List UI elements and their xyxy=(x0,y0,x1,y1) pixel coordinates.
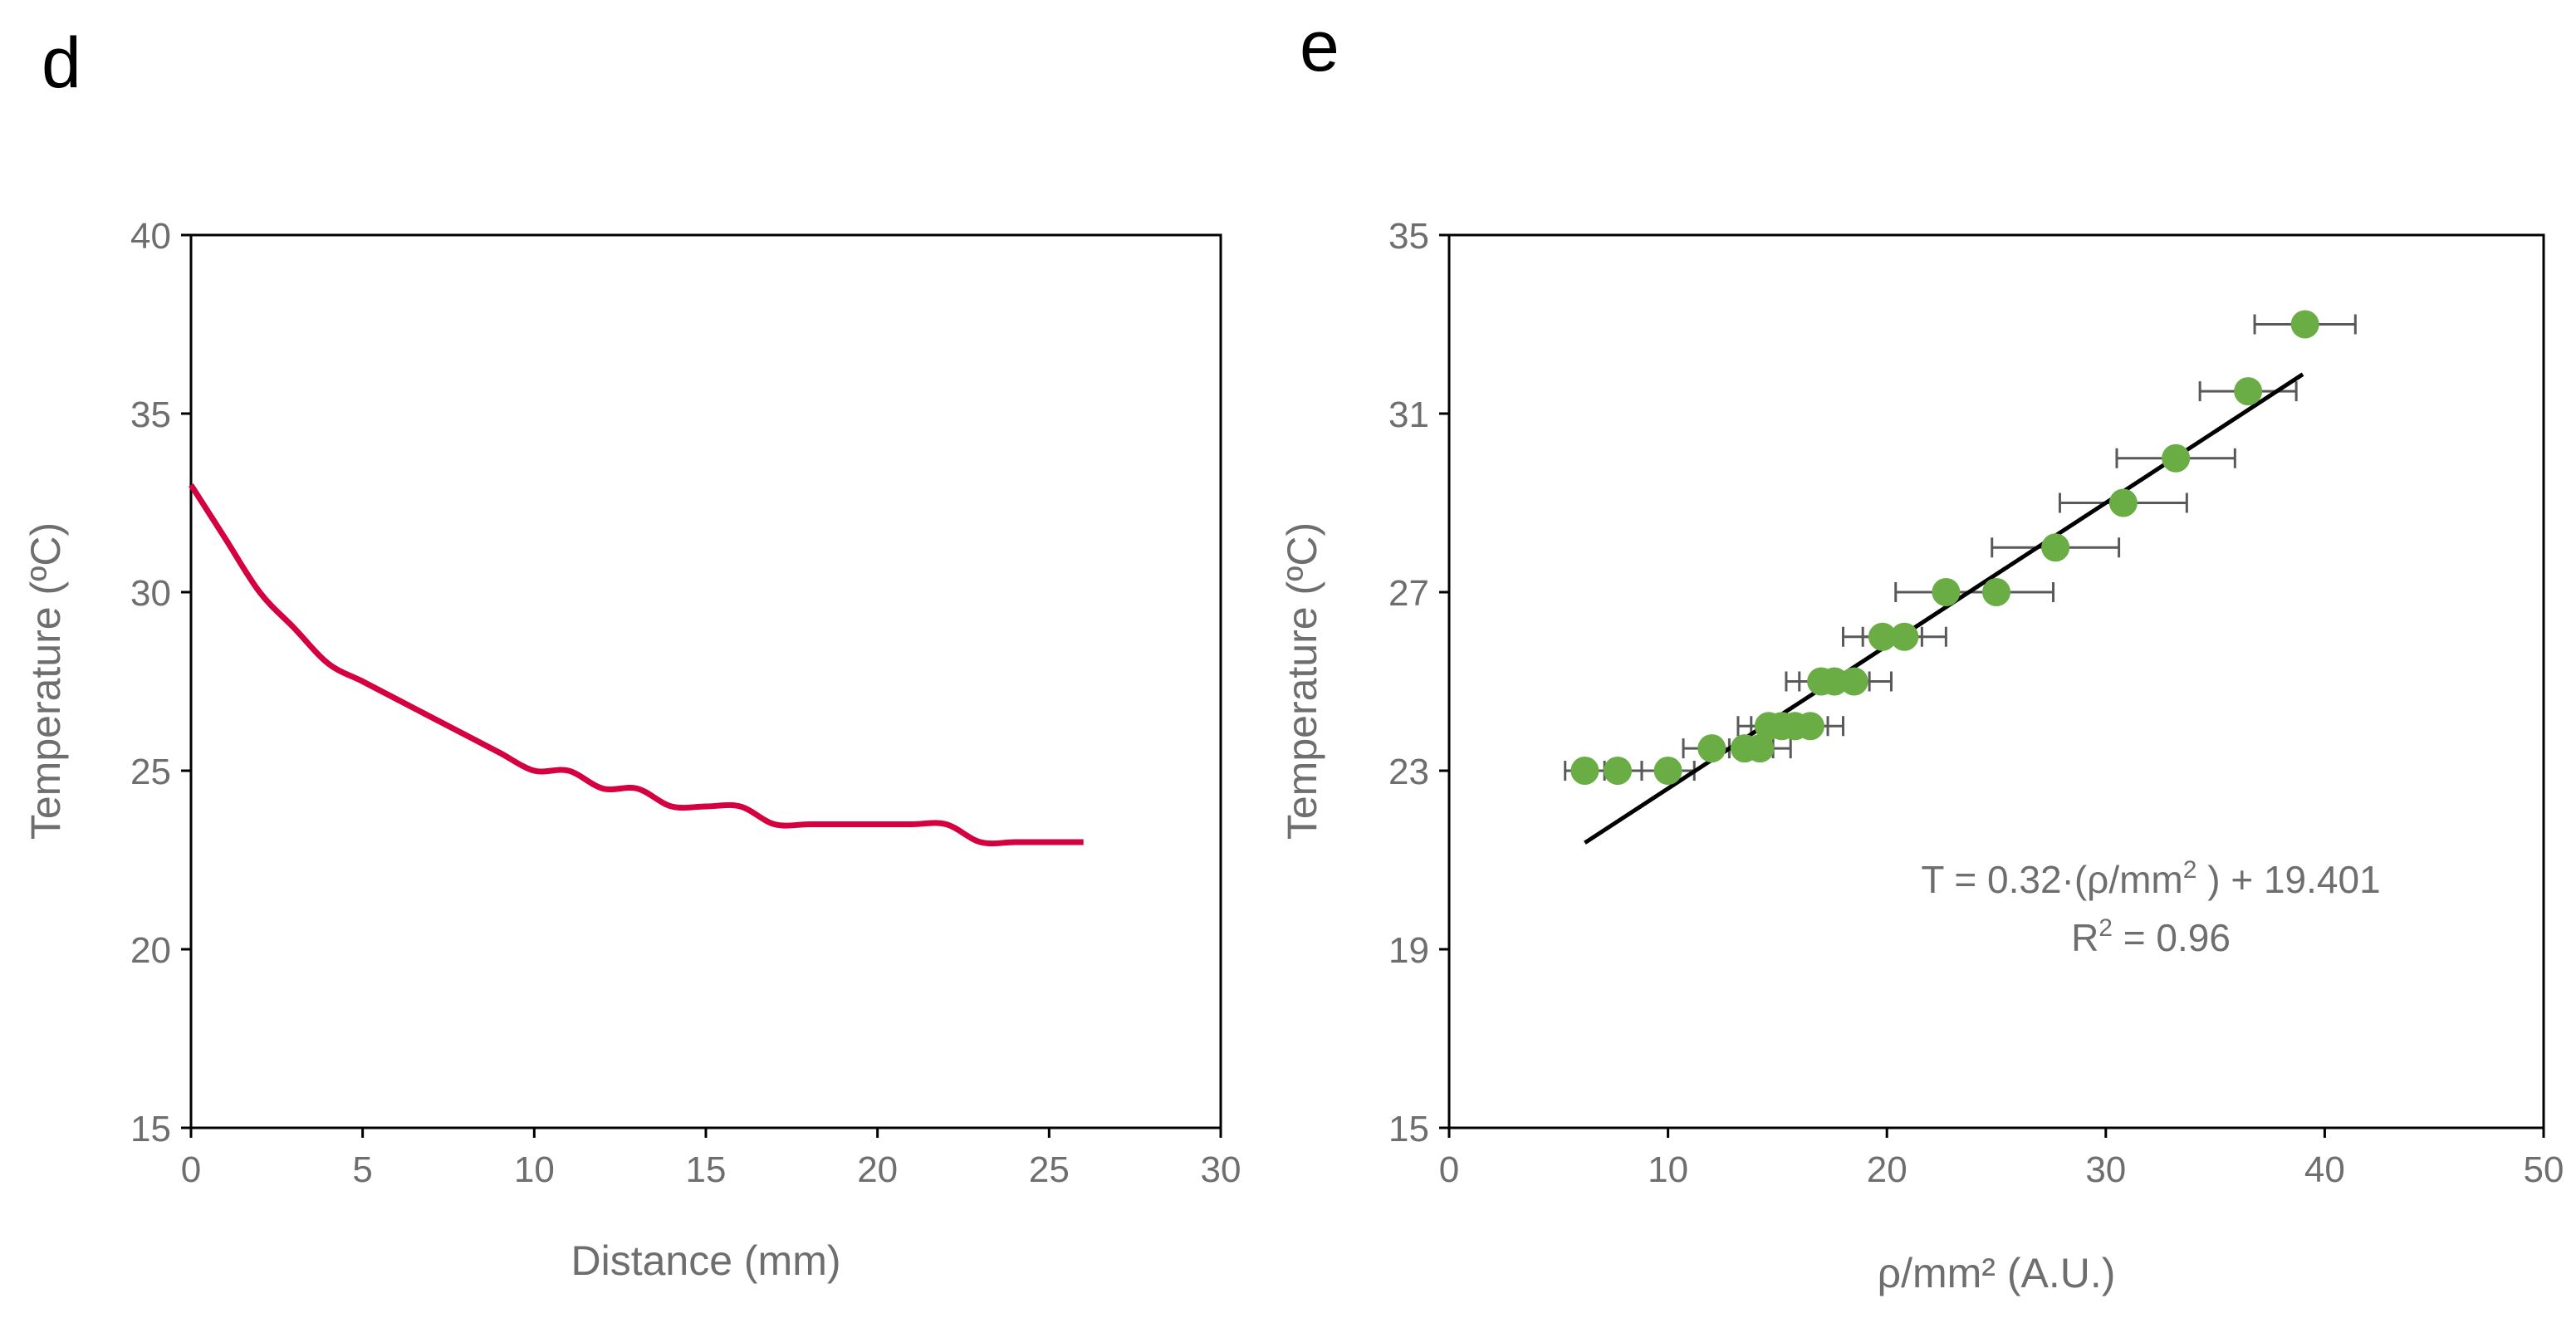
scatter-point xyxy=(1570,757,1599,785)
fit-equation: T = 0.32·(ρ/mm2 ) + 19.401 xyxy=(1921,856,2380,901)
e-y-tick-label: 19 xyxy=(1388,930,1429,971)
scatter-point xyxy=(2234,377,2263,406)
data-marks-e xyxy=(1564,310,2357,845)
e-y-tick-label: 31 xyxy=(1388,394,1429,435)
e-y-tick-label: 27 xyxy=(1388,573,1429,614)
scatter-point xyxy=(1746,734,1775,763)
r-squared-r: R xyxy=(2071,916,2099,959)
scatter-point xyxy=(1795,712,1824,741)
r-squared-label: R2 = 0.96 xyxy=(2071,914,2231,959)
scatter-point xyxy=(1890,622,1919,651)
scatter-point xyxy=(1982,578,2010,606)
fit-equation-superscript: 2 xyxy=(2183,856,2197,884)
d-x-tick-label: 10 xyxy=(514,1149,555,1190)
fit-equation-part-1: T = 0.32·(ρ/mm xyxy=(1921,858,2182,901)
panel-letter-e: e xyxy=(1300,7,1339,86)
d-x-tick-label: 20 xyxy=(857,1149,898,1190)
scatter-point xyxy=(1819,667,1849,696)
scatter-point xyxy=(2162,443,2191,473)
d-x-tick-label: 0 xyxy=(181,1149,201,1190)
tick-labels-d: 0 5 10 15 20 25 30 15 20 25 30 35 40 xyxy=(130,216,1241,1190)
d-y-tick-label: 40 xyxy=(130,216,171,257)
scatter-point xyxy=(1932,578,1961,606)
scatter-point xyxy=(1653,757,1682,785)
e-y-tick-label: 15 xyxy=(1388,1109,1429,1149)
d-x-tick-label: 25 xyxy=(1029,1149,1070,1190)
d-x-tick-label: 30 xyxy=(1201,1149,1241,1190)
scatter-point xyxy=(1603,757,1632,785)
scatter-point xyxy=(2290,310,2319,339)
r-squared-superscript: 2 xyxy=(2099,914,2113,942)
data-marks-d xyxy=(189,483,1084,847)
fit-equation-part-2: ) + 19.401 xyxy=(2196,858,2380,901)
d-y-tick-label: 25 xyxy=(130,752,171,792)
e-x-tick-label: 20 xyxy=(1867,1149,1908,1190)
x-axis-title-e: ρ/mm² (A.U.) xyxy=(1878,1250,2116,1296)
d-x-tick-label: 15 xyxy=(686,1149,727,1190)
d-y-tick-label: 35 xyxy=(130,394,171,435)
scatter-point xyxy=(1868,622,1897,651)
scatter-point xyxy=(2108,488,2138,517)
e-x-tick-label: 50 xyxy=(2524,1149,2564,1190)
d-y-tick-label: 20 xyxy=(130,930,171,971)
e-x-tick-label: 40 xyxy=(2304,1149,2345,1190)
chart-panel-d: 0 5 10 15 20 25 30 15 20 25 30 35 40 Distance (mm) T… xyxy=(22,216,1241,1284)
r-squared-value: = 0.96 xyxy=(2113,916,2231,959)
d-y-tick-label: 30 xyxy=(130,573,171,614)
x-axis-title-d: Distance (mm) xyxy=(571,1237,840,1284)
scatter-point xyxy=(2041,533,2070,562)
plot-frame-e xyxy=(1447,233,2545,1129)
panel-letter-d: d xyxy=(42,23,81,103)
e-y-tick-label: 35 xyxy=(1388,216,1429,257)
y-axis-title-e: Temperature (ºC) xyxy=(1279,522,1325,840)
e-y-tick-label: 23 xyxy=(1388,752,1429,792)
d-x-tick-label: 5 xyxy=(352,1149,372,1190)
scatter-point xyxy=(1839,667,1868,696)
d-y-tick-label: 15 xyxy=(130,1109,171,1149)
e-x-tick-label: 0 xyxy=(1439,1149,1459,1190)
e-x-tick-label: 10 xyxy=(1648,1149,1688,1190)
linear-fit-line xyxy=(1584,372,2304,845)
plot-frame-d xyxy=(189,233,1222,1129)
temperature-line-series-0 xyxy=(189,483,1084,847)
e-x-tick-label: 30 xyxy=(2085,1149,2126,1190)
scatter-point xyxy=(1697,734,1726,763)
chart-panel-e: 0 10 20 30 40 50 15 19 23 27 31 35 T = 0.32·(ρ/mm2 … xyxy=(1279,216,2564,1296)
y-axis-title-d: Temperature (ºC) xyxy=(22,522,69,840)
tick-labels-e: 0 10 20 30 40 50 15 19 23 27 31 35 xyxy=(1388,216,2564,1190)
